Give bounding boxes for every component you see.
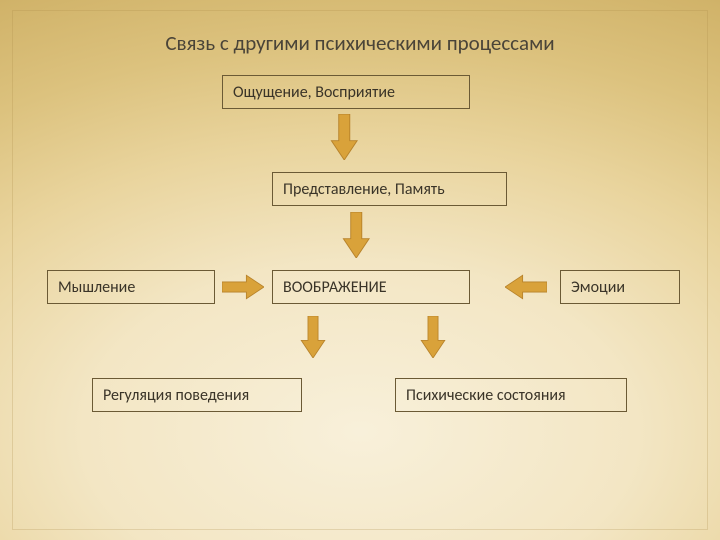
arrow-down-icon: [342, 212, 371, 258]
arrow-down-icon: [420, 316, 446, 358]
box-label: Представление, Память: [283, 180, 445, 199]
box-label: Эмоции: [571, 278, 625, 297]
slide-title: Связь с другими психическими процессами: [0, 30, 720, 56]
box-mental-states: Психические состояния: [395, 378, 627, 412]
box-representation-memory: Представление, Память: [272, 172, 507, 206]
arrow-down-icon: [330, 114, 359, 160]
box-behavior-regulation: Регуляция поведения: [92, 378, 302, 412]
arrow-left-icon: [505, 274, 547, 300]
box-label: Психические состояния: [406, 386, 566, 405]
arrow-down-icon: [300, 316, 326, 358]
box-imagination: ВООБРАЖЕНИЕ: [272, 270, 470, 304]
box-emotions: Эмоции: [560, 270, 680, 304]
box-label: Мышление: [58, 278, 135, 297]
box-thinking: Мышление: [47, 270, 215, 304]
box-label: ВООБРАЖЕНИЕ: [283, 278, 387, 297]
slide: Связь с другими психическими процессами …: [0, 0, 720, 540]
arrow-right-icon: [222, 274, 264, 300]
box-label: Ощущение, Восприятие: [233, 83, 395, 102]
box-label: Регуляция поведения: [103, 386, 249, 405]
box-sensation-perception: Ощущение, Восприятие: [222, 75, 470, 109]
